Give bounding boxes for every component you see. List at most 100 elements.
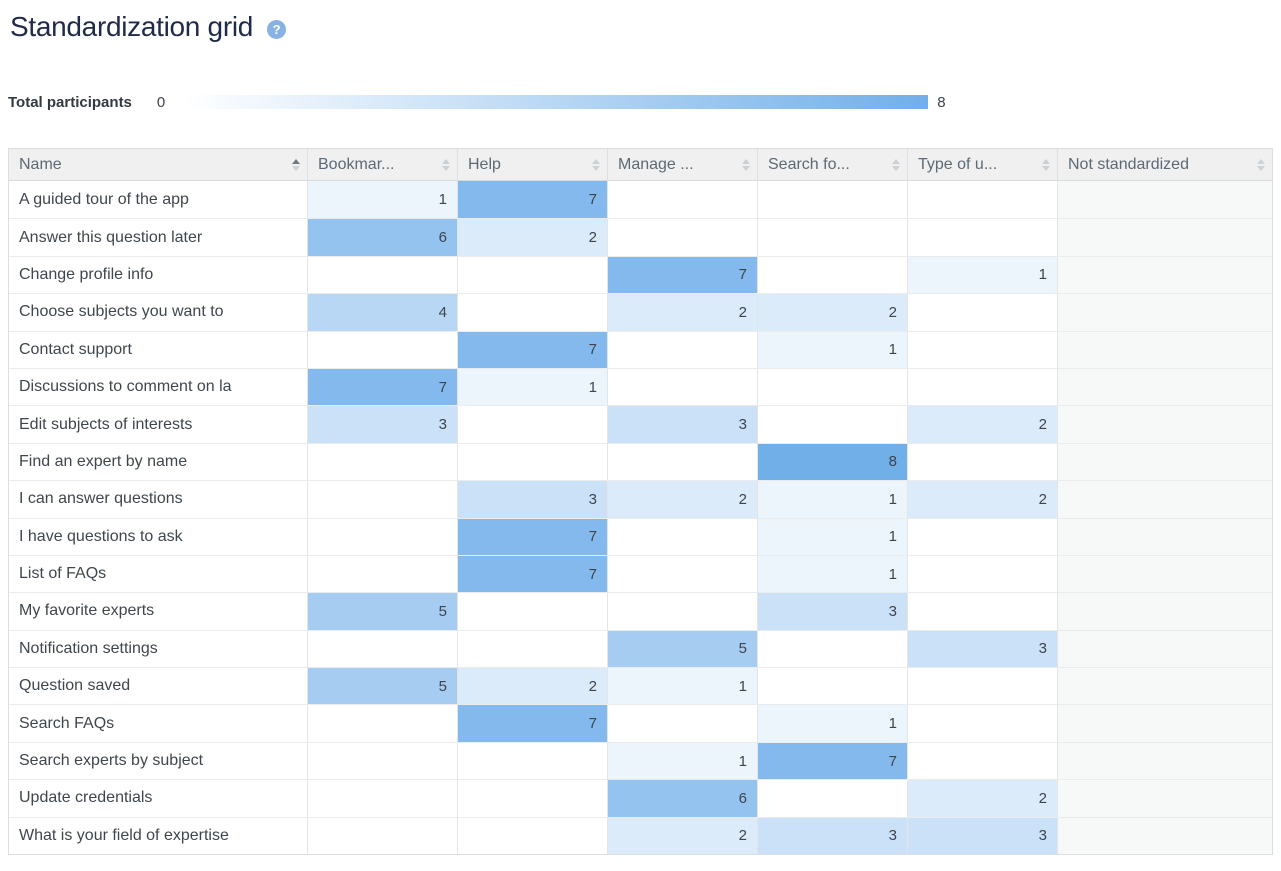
table-row: Notification settings 5 3	[9, 629, 1272, 668]
row-name: Search FAQs	[9, 705, 308, 742]
grid-cell: 1	[608, 668, 758, 705]
grid-cell	[608, 593, 758, 630]
table-row: List of FAQs 7 1	[9, 554, 1272, 593]
table-row: Change profile info 7 1	[9, 255, 1272, 294]
column-header-label: Name	[19, 155, 62, 173]
grid-cell: 3	[908, 817, 1058, 855]
grid-cell	[308, 780, 458, 817]
table-row: Contact support 7 1	[9, 330, 1272, 368]
grid-cell: 3	[608, 406, 758, 443]
sort-icon	[742, 158, 750, 171]
row-name: Discussions to comment on la	[9, 368, 308, 406]
grid-cell	[1058, 780, 1272, 817]
grid-cell	[1058, 817, 1272, 855]
column-header-manage[interactable]: Manage ...	[608, 149, 758, 180]
grid-cell	[458, 630, 608, 668]
grid-cell: 2	[458, 219, 608, 256]
grid-cell	[458, 780, 608, 817]
legend-label: Total participants	[8, 93, 132, 111]
help-icon[interactable]: ?	[267, 19, 287, 39]
grid-cell	[908, 443, 1058, 481]
grid-cell	[908, 593, 1058, 630]
table-row: Edit subjects of interests 3 3 2	[9, 405, 1272, 443]
row-name: Change profile info	[9, 256, 308, 294]
grid-cell	[908, 368, 1058, 406]
grid-cell: 7	[458, 331, 608, 368]
sort-icon	[292, 158, 300, 171]
column-header-type-of-u[interactable]: Type of u...	[908, 149, 1058, 180]
grid-cell	[1058, 630, 1272, 668]
row-name: What is your field of expertise	[9, 817, 308, 855]
grid-cell: 7	[608, 256, 758, 294]
grid-cell: 1	[758, 518, 908, 555]
table-row: Search experts by subject 1 7	[9, 741, 1272, 780]
row-name: I can answer questions	[9, 481, 308, 518]
row-name: Answer this question later	[9, 219, 308, 256]
grid-cell	[758, 406, 908, 443]
grid-cell	[908, 219, 1058, 256]
row-name: Question saved	[9, 668, 308, 705]
sort-icon	[442, 158, 450, 171]
table-row: A guided tour of the app 1 7	[9, 181, 1272, 219]
grid-cell	[908, 331, 1058, 368]
sort-icon	[892, 158, 900, 171]
column-header-search-fo[interactable]: Search fo...	[758, 149, 908, 180]
table-row: Question saved 5 2 1	[9, 667, 1272, 705]
page-title: Standardization grid	[10, 11, 254, 42]
table-row: Update credentials 6 2	[9, 779, 1272, 817]
column-header-label: Type of u...	[918, 155, 998, 173]
column-header-label: Bookmar...	[318, 155, 395, 173]
column-header-not-standardized[interactable]: Not standardized	[1058, 149, 1272, 180]
grid-cell: 2	[908, 406, 1058, 443]
column-header-label: Manage ...	[618, 155, 694, 173]
grid-cell	[458, 742, 608, 780]
grid-cell: 7	[458, 705, 608, 742]
grid-cell	[308, 481, 458, 518]
grid-cell	[1058, 368, 1272, 406]
grid-cell	[308, 518, 458, 555]
column-header-bookmar[interactable]: Bookmar...	[308, 149, 458, 180]
column-header-label: Help	[468, 155, 501, 173]
title-row: Standardization grid ?	[10, 8, 1273, 46]
grid-cell	[458, 406, 608, 443]
grid-cell	[608, 705, 758, 742]
grid-cell: 1	[308, 181, 458, 219]
row-name: Find an expert by name	[9, 443, 308, 481]
legend-gradient-bar	[183, 95, 929, 109]
grid-cell	[758, 256, 908, 294]
grid-cell: 6	[608, 780, 758, 817]
grid-cell	[1058, 181, 1272, 219]
grid-cell	[1058, 406, 1272, 443]
grid-cell	[608, 443, 758, 481]
row-name: Choose subjects you want to	[9, 294, 308, 331]
column-header-name[interactable]: Name	[9, 149, 308, 180]
table-row: Find an expert by name 8	[9, 442, 1272, 481]
participants-legend: Total participants 0 8	[8, 92, 1273, 112]
grid-cell: 5	[608, 630, 758, 668]
grid-cell: 6	[308, 219, 458, 256]
grid-cell: 1	[758, 481, 908, 518]
grid-cell: 3	[908, 630, 1058, 668]
grid-cell	[308, 705, 458, 742]
grid-cell	[308, 555, 458, 593]
legend-min-value: 0	[156, 93, 166, 111]
column-header-help[interactable]: Help	[458, 149, 608, 180]
row-name: A guided tour of the app	[9, 181, 308, 219]
legend-max-value: 8	[937, 93, 946, 111]
grid-cell	[608, 331, 758, 368]
row-name: I have questions to ask	[9, 518, 308, 555]
grid-cell: 7	[308, 368, 458, 406]
grid-cell: 3	[758, 593, 908, 630]
grid-cell	[1058, 593, 1272, 630]
table-row: My favorite experts 5 3	[9, 592, 1272, 630]
grid-cell	[458, 817, 608, 855]
grid-cell	[758, 181, 908, 219]
grid-cell	[308, 331, 458, 368]
grid-cell: 3	[308, 406, 458, 443]
grid-cell	[758, 668, 908, 705]
grid-cell	[908, 181, 1058, 219]
grid-cell	[608, 219, 758, 256]
grid-cell	[1058, 294, 1272, 331]
grid-cell: 7	[458, 555, 608, 593]
